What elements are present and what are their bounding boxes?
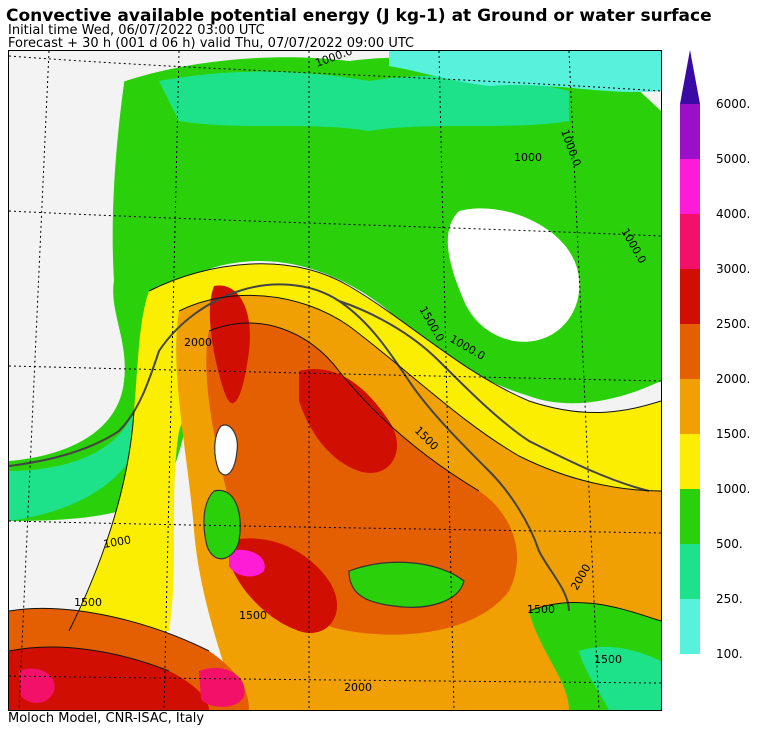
colorbar-swatch xyxy=(680,324,700,379)
contour-label: 1000 xyxy=(102,533,132,551)
contour-label: 1000 xyxy=(514,151,542,164)
cape-map: 1000.0 1000.0 1000.0 1500.0 1000.0 1500 … xyxy=(8,50,662,711)
colorbar-swatches xyxy=(680,50,700,654)
coastline-adriatic xyxy=(338,300,650,492)
colorbar-tick-label: 100. xyxy=(716,647,743,661)
colorbar-tick-label: 500. xyxy=(716,537,743,551)
cape-map-canvas: 1000.0 1000.0 1000.0 1500.0 1000.0 1500 … xyxy=(9,51,661,710)
colorbar-swatch xyxy=(680,214,700,269)
island-sicily xyxy=(348,561,465,608)
colorbar-swatch xyxy=(680,159,700,214)
field-red-tyrrhenian xyxy=(299,369,398,473)
contour-label: 2000 xyxy=(344,681,372,694)
field-teal-se xyxy=(579,646,661,710)
colorbar-swatch xyxy=(680,489,700,544)
graticule xyxy=(9,51,661,710)
colorbar-tick-label: 3000. xyxy=(716,262,751,276)
colorbar-tick-label: 2500. xyxy=(716,317,751,331)
colorbar-tick-label: 4000. xyxy=(716,207,751,221)
contours xyxy=(9,263,661,672)
contour-label: 1500 xyxy=(74,596,102,609)
field-white-east xyxy=(447,208,580,342)
colorbar-swatch xyxy=(680,599,700,654)
coastline xyxy=(9,283,570,612)
colorbar-tick-label: 5000. xyxy=(716,152,751,166)
colorbar-tick-label: 250. xyxy=(716,592,743,606)
field-teal-north xyxy=(159,71,569,131)
forecast-valid-label: Forecast + 30 h (001 d 06 h) valid Thu, … xyxy=(8,36,415,51)
field-west-pale xyxy=(9,51,129,471)
contour-label: 1500 xyxy=(527,603,555,616)
colorbar xyxy=(680,50,700,654)
island-sardinia xyxy=(203,489,241,560)
chart-title: Convective available potential energy (J… xyxy=(6,6,712,26)
model-credit: Moloch Model, CNR-ISAC, Italy xyxy=(8,711,205,726)
field-teal-west xyxy=(9,411,144,521)
colorbar-tick-label: 2000. xyxy=(716,372,751,386)
initial-time-label: Initial time Wed, 06/07/2022 03:00 UTC xyxy=(8,23,265,38)
field-magenta-sw xyxy=(19,667,245,707)
field-cyan-north xyxy=(389,51,661,93)
field-red-sw xyxy=(9,647,209,710)
colorbar-tick-label: 6000. xyxy=(716,97,751,111)
contour-label: 1500 xyxy=(239,609,267,622)
colorbar-tick-label: 1000. xyxy=(716,482,751,496)
colorbar-swatch xyxy=(680,434,700,489)
colorbar-swatch xyxy=(680,269,700,324)
contour-label: 2000 xyxy=(184,336,212,349)
colorbar-swatch xyxy=(680,544,700,599)
field-magenta-central xyxy=(229,549,265,577)
colorbar-swatch xyxy=(680,379,700,434)
colorbar-arrow xyxy=(680,50,700,104)
contour-label: 1500 xyxy=(594,653,622,666)
colorbar-swatch xyxy=(680,104,700,159)
field-red-italy-west xyxy=(209,285,250,404)
colorbar-tick-label: 1500. xyxy=(716,427,751,441)
island-corsica xyxy=(214,424,238,476)
